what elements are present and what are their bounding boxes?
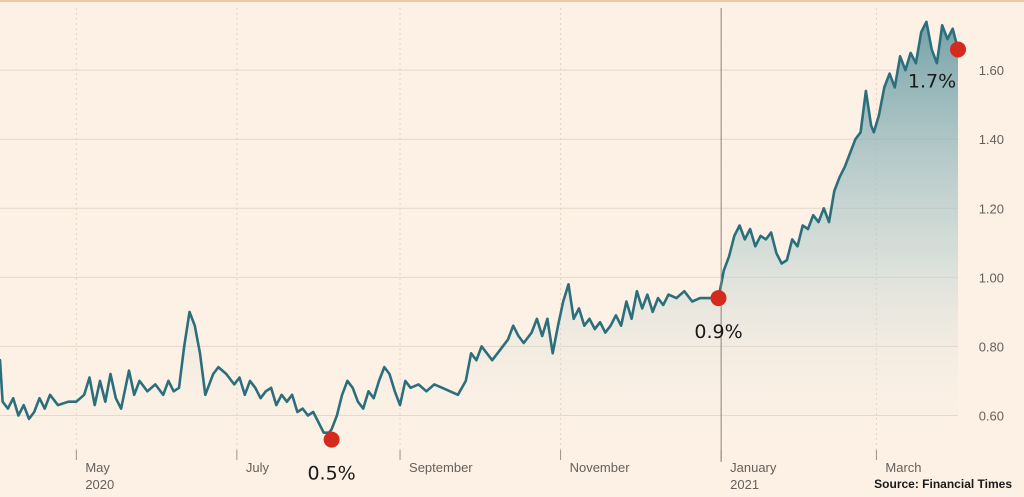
x-tick-year: 2020 (85, 477, 114, 492)
source-note: Source: Financial Times (874, 477, 1012, 491)
x-tick-label: May (85, 460, 110, 475)
series-line (0, 20, 960, 434)
annotation-label: 0.5% (307, 463, 355, 485)
annotation-label: 1.7% (908, 70, 956, 92)
top-border (0, 0, 1024, 2)
annotations: 0.5% 0.9% 1.7% (307, 41, 966, 485)
y-tick-label: 0.60 (979, 408, 1004, 423)
annotation-marker (710, 290, 727, 307)
annotation-label: 0.9% (694, 321, 742, 343)
x-tick-label: March (885, 460, 921, 475)
x-tick-label: September (409, 460, 473, 475)
y-tick-label: 1.60 (979, 63, 1004, 78)
series-area (0, 21, 958, 451)
annotation-marker (323, 431, 340, 448)
area-fill (0, 21, 958, 451)
annotation-marker (950, 41, 966, 58)
x-tick-label: January (730, 460, 777, 475)
y-tick-label: 1.20 (979, 201, 1004, 216)
y-tick-label: 1.00 (979, 270, 1004, 285)
x-tick-label: November (570, 460, 631, 475)
y-tick-label: 1.40 (979, 132, 1004, 147)
series-lines (0, 20, 960, 434)
x-tick-year: 2021 (730, 477, 759, 492)
x-tick-label: July (246, 460, 270, 475)
axes: 0.60 0.80 1.00 1.20 1.40 1.60 May 2020 July Septe… (75, 8, 1004, 492)
y-tick-label: 0.80 (979, 339, 1004, 354)
